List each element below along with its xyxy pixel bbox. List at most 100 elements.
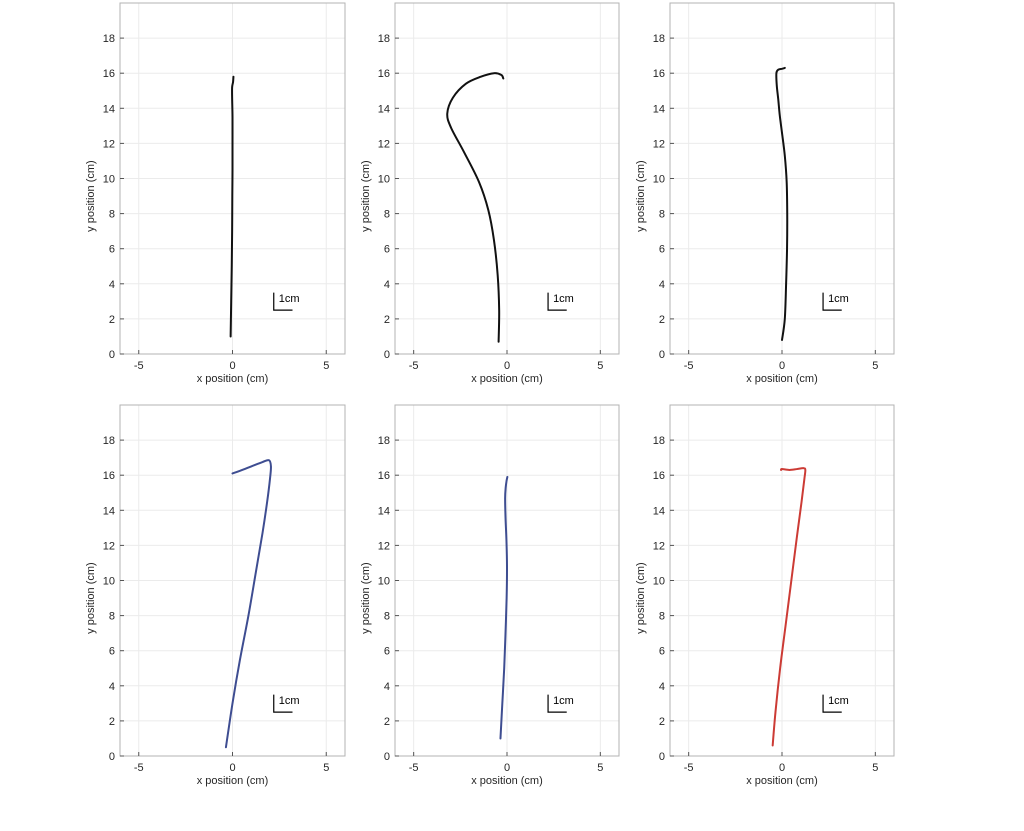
y-tick-label: 4	[659, 681, 665, 693]
scale-bar-label: 1cm	[553, 293, 574, 305]
y-tick-label: 2	[109, 314, 115, 326]
trajectory-line-1	[775, 66, 789, 341]
y-tick-label: 18	[653, 33, 665, 45]
y-tick-label: 12	[378, 138, 390, 150]
x-tick-label: 5	[323, 762, 329, 774]
y-tick-label: 14	[378, 103, 390, 115]
x-tick-label: 0	[504, 762, 510, 774]
x-tick-label: -5	[134, 762, 144, 774]
y-tick-label: 2	[659, 314, 665, 326]
y-tick-label: 8	[659, 209, 665, 221]
y-tick-label: 2	[384, 314, 390, 326]
x-axis-label: x position (cm)	[746, 373, 818, 385]
trajectory-panel-3: 0 2 4 6 8 10 12 14 16 18 -5 0 5 x position (cm) y posi…	[635, 2, 895, 385]
y-tick-label: 8	[109, 209, 115, 221]
scale-bar-label: 1cm	[828, 695, 849, 707]
x-tick-label: -5	[684, 360, 694, 372]
scale-bar-label: 1cm	[279, 293, 300, 305]
scale-bar	[547, 694, 567, 713]
trajectory-panel-5: 0 2 4 6 8 10 12 14 16 18 -5 0 5 x position (cm) y posi…	[360, 404, 620, 787]
y-tick-label: 6	[384, 646, 390, 658]
scale-bar	[547, 292, 567, 311]
y-tick-label: 12	[103, 540, 115, 552]
y-tick-label: 2	[109, 716, 115, 728]
y-tick-label: 12	[653, 138, 665, 150]
trajectory-line-1	[229, 75, 235, 338]
y-tick-label: 18	[103, 33, 115, 45]
y-tick-label: 6	[659, 244, 665, 256]
x-axis-label: x position (cm)	[746, 775, 818, 787]
y-tick-label: 0	[659, 349, 665, 361]
y-tick-label: 10	[653, 576, 665, 588]
scale-bar-label: 1cm	[553, 695, 574, 707]
y-tick-label: 0	[109, 751, 115, 763]
y-tick-label: 18	[378, 435, 390, 447]
scale-bar-label: 1cm	[828, 293, 849, 305]
y-tick-label: 4	[659, 279, 665, 291]
scale-bar	[273, 694, 293, 713]
y-tick-label: 0	[109, 349, 115, 361]
x-tick-label: 5	[323, 360, 329, 372]
y-tick-label: 16	[378, 470, 390, 482]
y-axis-label: y position (cm)	[635, 160, 647, 232]
x-axis-label: x position (cm)	[197, 775, 269, 787]
y-tick-label: 8	[384, 611, 390, 623]
trajectory-line-1	[771, 467, 807, 747]
y-tick-label: 6	[109, 244, 115, 256]
y-tick-label: 10	[378, 576, 390, 588]
y-tick-label: 0	[659, 751, 665, 763]
x-tick-label: -5	[134, 360, 144, 372]
x-tick-label: 0	[504, 360, 510, 372]
trajectory-line-1	[224, 459, 272, 749]
y-tick-label: 14	[653, 103, 665, 115]
y-tick-label: 0	[384, 751, 390, 763]
y-tick-label: 16	[653, 68, 665, 80]
x-tick-label: -5	[409, 762, 419, 774]
y-tick-label: 14	[103, 103, 115, 115]
y-axis-label: y position (cm)	[635, 562, 647, 634]
trajectory-panel-1: 0 2 4 6 8 10 12 14 16 18 -5 0 5 x position (cm) y posi…	[85, 2, 346, 385]
y-tick-label: 16	[103, 470, 115, 482]
y-tick-label: 18	[378, 33, 390, 45]
y-tick-label: 8	[659, 611, 665, 623]
y-tick-label: 2	[384, 716, 390, 728]
y-axis-label: y position (cm)	[85, 562, 97, 634]
x-tick-label: 0	[779, 762, 785, 774]
scale-bar-label: 1cm	[279, 695, 300, 707]
y-tick-label: 12	[653, 540, 665, 552]
y-tick-label: 12	[103, 138, 115, 150]
y-tick-label: 2	[659, 716, 665, 728]
x-tick-label: -5	[409, 360, 419, 372]
y-tick-label: 8	[109, 611, 115, 623]
trajectory-line-1	[446, 72, 505, 343]
x-tick-label: 0	[229, 360, 235, 372]
y-axis-label: y position (cm)	[360, 562, 372, 634]
x-tick-label: 0	[779, 360, 785, 372]
trajectory-panel-6: 0 2 4 6 8 10 12 14 16 18 -5 0 5 x position (cm) y posi…	[635, 404, 895, 787]
y-tick-label: 8	[384, 209, 390, 221]
y-tick-label: 12	[378, 540, 390, 552]
y-tick-label: 14	[653, 505, 665, 517]
trajectory-line-1	[499, 475, 509, 740]
y-tick-label: 4	[109, 681, 115, 693]
x-tick-label: 0	[229, 762, 235, 774]
y-axis-label: y position (cm)	[360, 160, 372, 232]
y-tick-label: 16	[653, 470, 665, 482]
y-tick-label: 10	[103, 174, 115, 186]
x-axis-label: x position (cm)	[471, 775, 543, 787]
x-axis-label: x position (cm)	[197, 373, 269, 385]
y-tick-label: 14	[378, 505, 390, 517]
x-tick-label: 5	[872, 360, 878, 372]
y-tick-label: 10	[103, 576, 115, 588]
y-tick-label: 10	[653, 174, 665, 186]
y-tick-label: 0	[384, 349, 390, 361]
y-tick-label: 6	[384, 244, 390, 256]
y-tick-label: 10	[378, 174, 390, 186]
y-axis-label: y position (cm)	[85, 160, 97, 232]
x-axis-label: x position (cm)	[471, 373, 543, 385]
scale-bar	[822, 292, 842, 311]
trajectory-panel-4: 0 2 4 6 8 10 12 14 16 18 -5 0 5 x position (cm) y posi…	[85, 404, 346, 787]
y-tick-label: 4	[109, 279, 115, 291]
y-tick-label: 18	[653, 435, 665, 447]
